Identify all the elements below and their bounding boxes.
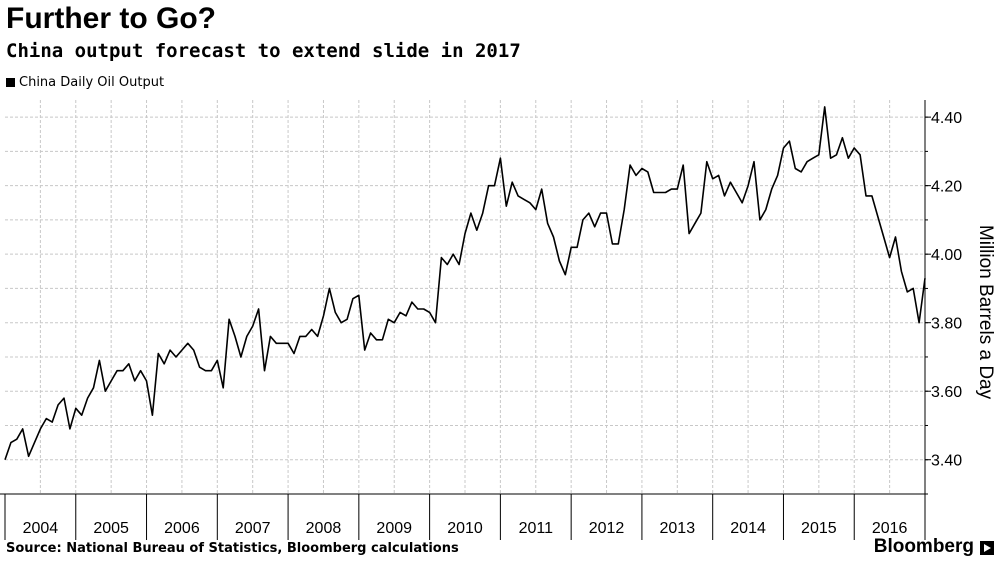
play-icon xyxy=(980,541,994,555)
axes xyxy=(0,100,926,495)
grid xyxy=(5,100,925,494)
y-tick-label: 3.60 xyxy=(931,384,962,401)
legend: China Daily Oil Output xyxy=(6,75,164,90)
y-axis-ticks: 3.40 3.60 3.80 4.00 4.20 4.40 xyxy=(925,110,962,495)
y-axis-label: Million Barrels a Day xyxy=(975,225,996,400)
y-tick-label: 3.40 xyxy=(931,453,962,470)
x-axis-ticks: 2004 2005 2006 2007 2008 2009 2010 2011 2012 2013… xyxy=(4,494,926,540)
y-tick-label: 4.00 xyxy=(931,247,962,264)
series-group xyxy=(4,106,926,460)
y-tick-label: 4.20 xyxy=(931,179,962,196)
x-tick-label: 2011 xyxy=(519,520,554,537)
source-note: Source: National Bureau of Statistics, B… xyxy=(6,541,459,556)
series-line-china-daily-oil-output xyxy=(4,106,926,460)
y-tick-label: 3.80 xyxy=(931,316,962,333)
x-tick-label: 2008 xyxy=(306,520,342,537)
x-tick-label: 2006 xyxy=(164,520,200,537)
x-tick-label: 2010 xyxy=(447,520,483,537)
chart-subtitle: China output forecast to extend slide in… xyxy=(6,40,521,62)
x-tick-label: 2007 xyxy=(235,520,271,537)
x-tick-label: 2009 xyxy=(376,520,412,537)
y-tick-label: 4.40 xyxy=(931,110,962,127)
x-tick-label: 2013 xyxy=(660,520,696,537)
x-tick-label: 2005 xyxy=(93,520,129,537)
chart-title: Further to Go? xyxy=(6,2,216,35)
legend-swatch xyxy=(6,78,15,87)
x-tick-label: 2015 xyxy=(801,520,837,537)
x-tick-label: 2014 xyxy=(730,520,766,537)
brand-logo: Bloomberg xyxy=(873,536,974,557)
x-tick-label: 2016 xyxy=(872,520,908,537)
x-tick-label: 2004 xyxy=(23,520,59,537)
x-tick-label: 2012 xyxy=(589,520,625,537)
legend-label: China Daily Oil Output xyxy=(19,75,165,90)
